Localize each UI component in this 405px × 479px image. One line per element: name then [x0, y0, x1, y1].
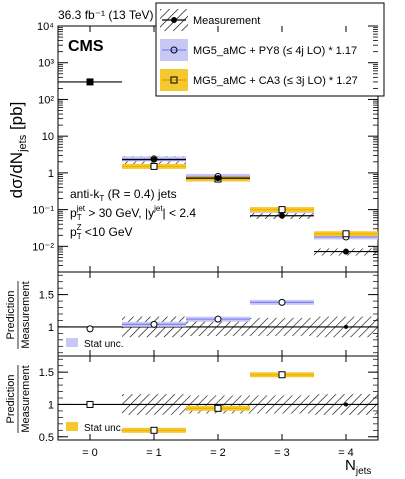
ratio1-measurement-point — [344, 324, 348, 329]
main-y-axis-label: dσ/dNjets [pb] — [7, 102, 29, 199]
ratio1-y-label-top: Prediction — [5, 291, 17, 340]
x-axis-label: Njets — [345, 457, 371, 477]
ca3-marker — [342, 230, 350, 238]
main-y-tick-label: 10² — [38, 94, 54, 106]
ca3-marker — [150, 162, 158, 170]
ratio2-y-tick-label: 1.5 — [39, 367, 54, 379]
measurement-marker — [86, 78, 94, 86]
legend-label-measurement: Measurement — [193, 15, 260, 27]
stat-unc-label-2: Stat unc. — [84, 423, 123, 434]
measurement-marker — [215, 175, 221, 182]
ratio2-y-label-bottom: Measurement — [20, 365, 32, 432]
ratio2-ratio-marker — [278, 371, 286, 379]
main-y-tick-label: 10⁻¹ — [32, 205, 54, 217]
ratio1-ratio-marker — [214, 315, 222, 323]
cms-label: CMS — [68, 38, 104, 55]
ratio2-ratio-marker — [214, 404, 222, 412]
ratio1-y-tick-label: 1.5 — [39, 290, 54, 302]
ratio1-ratio-marker — [86, 325, 94, 333]
selection-line-3: pTZ <10 GeV — [70, 223, 133, 241]
main-y-tick-label: 10³ — [38, 58, 54, 70]
legend-label-ca3: MG5_aMC + CA3 (≤ 3j LO) * 1.27 — [193, 75, 358, 87]
ratio2-y-label-top: Prediction — [5, 375, 17, 424]
ratio2-measurement-point — [344, 402, 348, 407]
legend-box — [155, 2, 385, 97]
x-tick-label: = 0 — [82, 447, 98, 459]
measurement-marker — [151, 156, 157, 163]
main-y-tick-label: 1 — [48, 168, 54, 180]
x-tick-label: = 1 — [146, 447, 162, 459]
legend: Measurement MG5_aMC + PY8 (≤ 4j LO) * 1.… — [155, 2, 385, 97]
stat-unc-swatch-ca3 — [66, 422, 78, 431]
measurement-marker — [279, 212, 285, 219]
ca3-marker — [278, 206, 286, 214]
lumi-label: 36.3 fb⁻¹ (13 TeV) — [58, 8, 154, 22]
selection-line-2: pTjet > 30 GeV, |yjet| < 2.4 — [70, 204, 196, 222]
stat-unc-label-1: Stat unc. — [84, 339, 123, 350]
x-tick-label: = 4 — [338, 447, 354, 459]
ratio1-ratio-marker — [150, 320, 158, 328]
x-tick-label: = 3 — [274, 447, 290, 459]
main-y-tick-label: 10⁻² — [32, 241, 54, 253]
measurement-marker — [343, 248, 349, 255]
ratio1-y-label-bottom: Measurement — [20, 281, 32, 348]
ratio2-y-tick-label: 1 — [48, 399, 54, 411]
ratio2-ratio-marker — [150, 426, 158, 434]
main-y-tick-label: 10⁴ — [37, 21, 54, 33]
stat-unc-swatch-py8 — [66, 338, 78, 347]
ratio2-y-tick-label: 0.5 — [39, 432, 54, 444]
selection-line-1: anti-kT (R = 0.4) jets — [70, 187, 177, 203]
main-y-tick-label: 10 — [42, 131, 54, 143]
ratio1-ratio-marker — [278, 298, 286, 306]
legend-marker-py8 — [170, 46, 178, 54]
x-tick-label: = 2 — [210, 447, 226, 459]
ratio1-y-tick-label: 1 — [48, 322, 54, 334]
legend-label-py8: MG5_aMC + PY8 (≤ 4j LO) * 1.17 — [193, 45, 357, 57]
legend-marker-ca3 — [170, 76, 178, 84]
ratio2-ratio-marker — [86, 400, 94, 408]
legend-marker-measurement — [171, 17, 177, 23]
